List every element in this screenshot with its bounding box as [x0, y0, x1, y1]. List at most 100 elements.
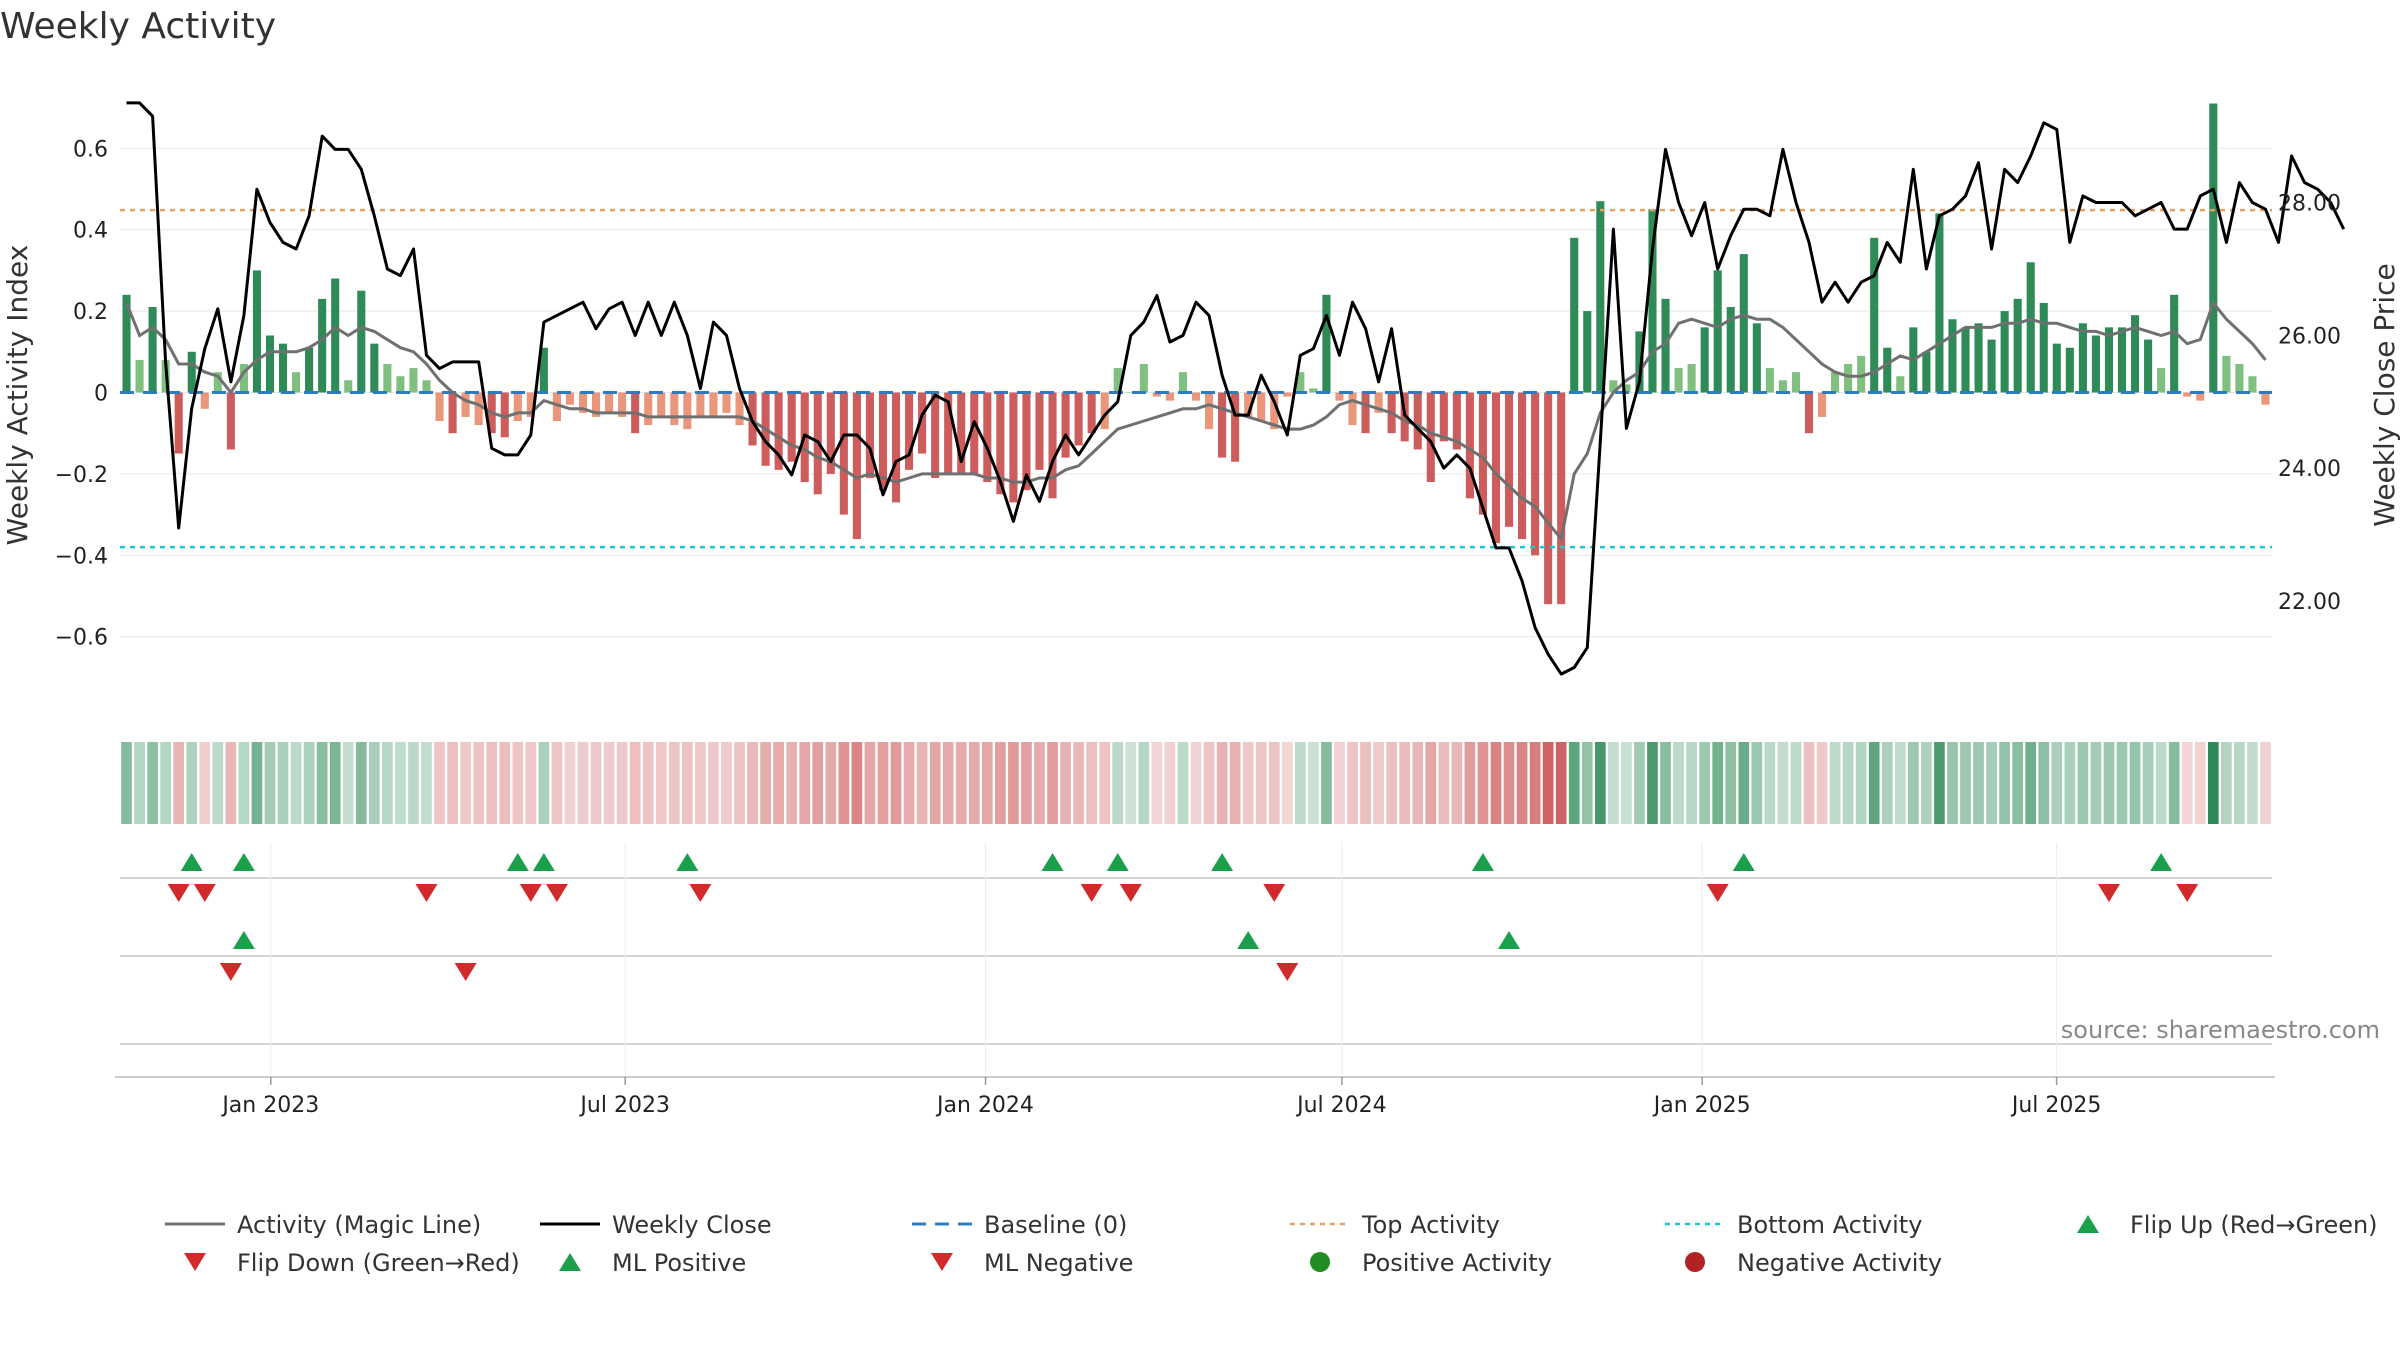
heat-cell [2155, 742, 2167, 824]
activity-bar [970, 392, 979, 474]
heat-cell [290, 742, 302, 824]
heat-cell [199, 742, 211, 824]
y-tick-label: −0.6 [55, 626, 108, 651]
activity-bar [318, 298, 327, 393]
activity-bar [1596, 201, 1605, 393]
heat-cell [655, 742, 667, 824]
heat-cell [2103, 742, 2115, 824]
legend-label: Positive Activity [1362, 1249, 1552, 1277]
activity-bar [2091, 335, 2100, 393]
y-axis-label: Weekly Activity Index [1, 245, 34, 546]
activity-bar [1374, 392, 1383, 413]
activity-bar [1648, 209, 1657, 393]
heat-cell [160, 742, 171, 824]
heat-cell [421, 742, 432, 824]
activity-bar [500, 392, 509, 438]
activity-bar [1022, 392, 1031, 491]
activity-bar [513, 392, 522, 421]
y-tick-label: −0.2 [55, 463, 108, 488]
heat-cell [603, 742, 615, 824]
heat-cell [1073, 742, 1084, 824]
heat-cell [512, 742, 524, 824]
heat-cell [121, 742, 132, 824]
activity-bar [944, 392, 953, 474]
activity-bar [918, 392, 927, 454]
y2-axis-label: Weekly Close Price [2368, 263, 2400, 526]
heat-cell [1373, 742, 1384, 824]
heat-cell [942, 742, 954, 824]
heat-cell [1386, 742, 1397, 824]
heat-cell [890, 742, 902, 824]
heat-cell [825, 742, 837, 824]
activity-bar [1335, 392, 1344, 401]
ml-negative-marker [193, 884, 216, 902]
heat-cell [1490, 742, 1502, 824]
heat-cell [1099, 742, 1111, 824]
heat-cell [1281, 742, 1293, 824]
ml-positive-marker [232, 853, 255, 871]
heat-cell [1816, 742, 1828, 824]
legend-label: Weekly Close [612, 1211, 772, 1239]
heat-cell [1034, 742, 1045, 824]
heat-cell [147, 742, 158, 824]
heat-cell [1451, 742, 1463, 824]
activity-bar [774, 392, 783, 470]
heat-cell [277, 742, 289, 824]
ml-negative-marker [545, 884, 568, 902]
ml-positive-marker [676, 853, 699, 871]
activity-bar [552, 392, 561, 421]
heat-cell [2064, 742, 2076, 824]
heat-cell [1921, 742, 1932, 824]
activity-bar [1583, 311, 1592, 393]
legend-label: ML Negative [984, 1249, 1133, 1277]
heat-cell [2012, 742, 2024, 824]
heat-cell [329, 742, 341, 824]
activity-bar [239, 364, 248, 393]
heat-cell [1699, 742, 1711, 824]
axes: Jan 2023 Jul 2023 Jan 2024 Jul 2024 Jan 2025… [55, 137, 2341, 1118]
activity-bar [1283, 392, 1292, 397]
heat-cell [2116, 742, 2128, 824]
legend-swatch [2077, 1215, 2099, 1233]
heat-cell [316, 742, 328, 824]
activity-bar [396, 376, 405, 393]
activity-bar [2170, 294, 2179, 393]
legend-label: Negative Activity [1737, 1249, 1942, 1277]
heat-cell [1177, 742, 1189, 824]
activity-bar [1948, 319, 1957, 393]
activity-bar [383, 364, 392, 393]
ml-positive-marker [1106, 853, 1129, 871]
activity-bar [187, 351, 196, 393]
activity-bar [839, 392, 848, 515]
activity-bar [1322, 294, 1331, 393]
heat-cell [721, 742, 732, 824]
heat-cell [2025, 742, 2037, 824]
activity-bar [1622, 384, 1631, 393]
activity-bar [1087, 392, 1096, 434]
activity-bar [2000, 311, 2009, 393]
heat-cell [2038, 742, 2050, 824]
activity-heat-strip [121, 742, 2271, 824]
heat-cell [1868, 742, 1880, 824]
heat-cell [355, 742, 367, 824]
activity-bar [2104, 327, 2114, 393]
weekly-close-series [126, 101, 2346, 676]
heat-cell [864, 742, 876, 824]
heat-cell [1973, 742, 1984, 824]
activity-bar [331, 278, 340, 393]
x-tick-label: Jan 2025 [1652, 1093, 1751, 1118]
heat-cell [1268, 742, 1280, 824]
legend-label: Flip Down (Green→Red) [237, 1249, 520, 1277]
heat-cell [2077, 742, 2089, 824]
activity-bar [2261, 392, 2270, 405]
heat-cell [1738, 742, 1750, 824]
heat-cell [747, 742, 758, 824]
activity-bar [1074, 392, 1083, 446]
activity-bar [2235, 364, 2244, 393]
activity-bar [865, 392, 874, 478]
activity-bar [305, 347, 314, 393]
heat-cell [2194, 742, 2206, 824]
activity-bar [891, 392, 901, 503]
activity-bar [1817, 392, 1827, 417]
heat-cell [1203, 742, 1215, 824]
